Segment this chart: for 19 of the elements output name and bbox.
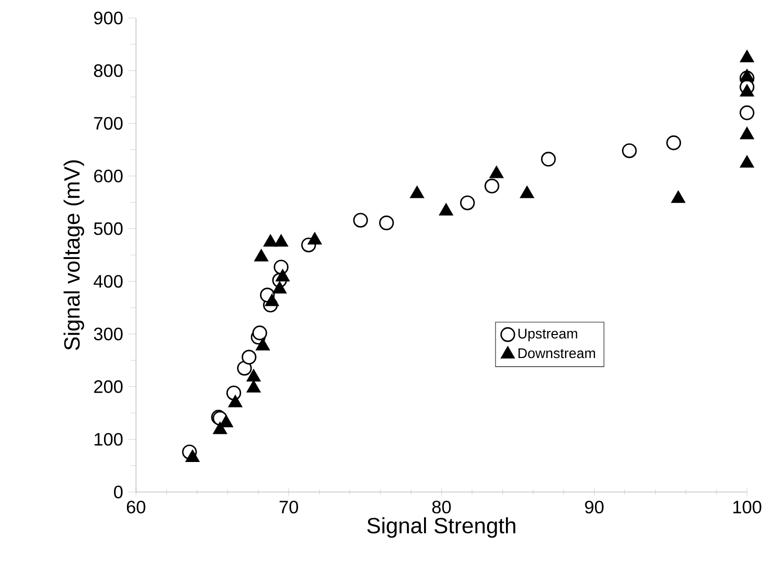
- legend-label: Downstream: [518, 348, 596, 358]
- y-tick-label: 800: [94, 64, 123, 78]
- y-tick-label: 600: [94, 170, 123, 182]
- y-tick-label: 500: [94, 222, 123, 236]
- x-tick-label: 70: [280, 500, 298, 514]
- x-tick-label: 90: [585, 500, 604, 514]
- y-tick-label: 200: [94, 380, 123, 394]
- y-tick-label: 0: [114, 486, 123, 498]
- y-tick-label: 300: [94, 328, 123, 340]
- y-tick-label: 400: [94, 274, 123, 288]
- legend-label: Upstream: [518, 328, 578, 342]
- x-tick-label: 60: [126, 500, 146, 514]
- y-tick-label: 100: [94, 432, 123, 446]
- x-axis-title: Signal Strength: [367, 517, 516, 538]
- y-tick-label: 900: [94, 12, 123, 24]
- x-tick-label: 80: [432, 500, 451, 514]
- y-axis-title: Signal voltage (mV): [64, 160, 84, 350]
- x-tick-label: 100: [733, 500, 762, 514]
- y-tick-label: 700: [94, 116, 123, 130]
